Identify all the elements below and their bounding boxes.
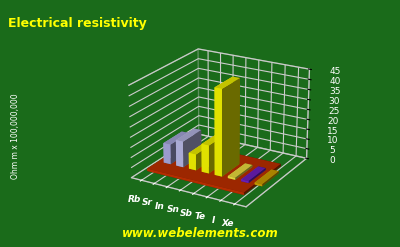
Text: Ohm m x 100,000,000: Ohm m x 100,000,000: [12, 93, 20, 179]
Text: www.webelements.com: www.webelements.com: [122, 227, 278, 240]
Text: Electrical resistivity: Electrical resistivity: [8, 17, 147, 30]
